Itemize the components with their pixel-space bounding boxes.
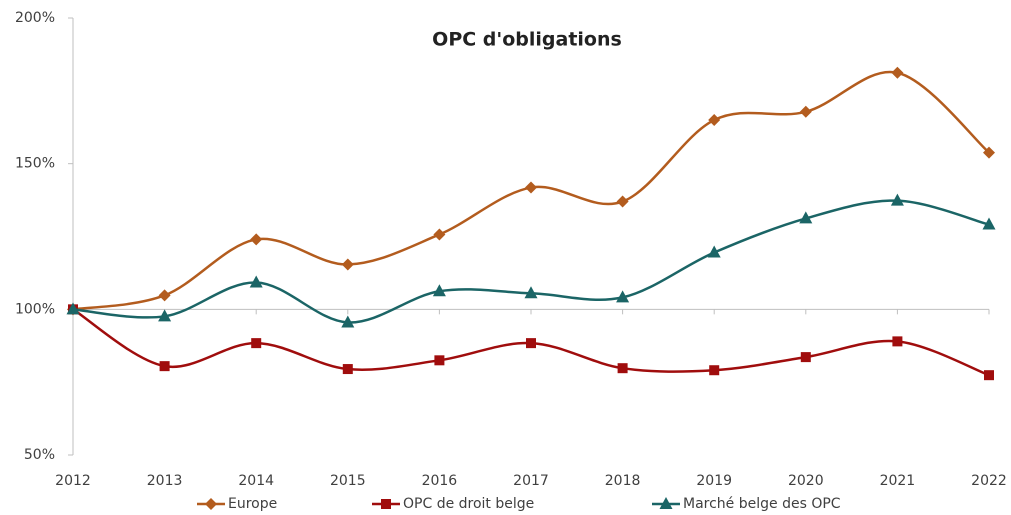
- chart-title: OPC d'obligations: [432, 29, 622, 51]
- data-point: [342, 364, 353, 375]
- x-tick-label: 2012: [55, 473, 91, 489]
- legend-marker: [205, 498, 217, 510]
- data-point: [341, 258, 354, 271]
- data-point: [158, 309, 172, 322]
- y-tick-label: 200%: [15, 10, 55, 26]
- data-point: [616, 290, 630, 303]
- data-point: [709, 365, 720, 376]
- data-point: [525, 181, 537, 194]
- x-tick-label: 2016: [422, 473, 458, 489]
- legend-marker: [659, 497, 673, 509]
- x-tick-label: 2021: [880, 473, 916, 489]
- data-point: [249, 275, 263, 288]
- data-point: [66, 302, 80, 315]
- data-point: [524, 286, 538, 299]
- x-tick-label: 2022: [971, 473, 1007, 489]
- x-tick-label: 2020: [788, 473, 824, 489]
- x-tick-label: 2013: [147, 473, 183, 489]
- data-point: [616, 195, 629, 208]
- x-tick-label: 2018: [605, 473, 641, 489]
- data-point: [890, 193, 904, 206]
- x-tick-label: 2019: [696, 473, 732, 489]
- y-tick-label: 100%: [15, 301, 55, 317]
- data-point: [800, 352, 811, 363]
- data-point: [432, 284, 446, 297]
- y-tick-label: 150%: [15, 156, 55, 172]
- data-point: [891, 66, 904, 79]
- y-tick-label: 50%: [24, 447, 55, 463]
- series-line: [72, 199, 990, 324]
- data-point: [983, 146, 995, 159]
- x-tick-label: 2015: [330, 473, 366, 489]
- data-point: [799, 211, 813, 224]
- data-point: [617, 363, 628, 374]
- data-point: [434, 355, 445, 366]
- data-point: [341, 315, 355, 328]
- legend-label: OPC de droit belge: [403, 496, 534, 512]
- data-point: [250, 233, 263, 246]
- legend-label: Marché belge des OPC: [683, 496, 841, 512]
- data-point: [707, 245, 721, 258]
- data-point: [251, 338, 262, 349]
- data-point: [708, 113, 721, 126]
- x-tick-label: 2017: [513, 473, 549, 489]
- data-point: [158, 289, 171, 302]
- legend-label: Europe: [228, 496, 277, 512]
- data-point: [984, 370, 994, 381]
- legend-marker: [381, 499, 391, 509]
- x-tick-label: 2014: [238, 473, 274, 489]
- data-point: [892, 336, 903, 347]
- data-point: [982, 217, 996, 230]
- data-point: [799, 105, 812, 118]
- data-point: [159, 361, 170, 372]
- data-point: [526, 338, 536, 349]
- data-point: [433, 228, 446, 241]
